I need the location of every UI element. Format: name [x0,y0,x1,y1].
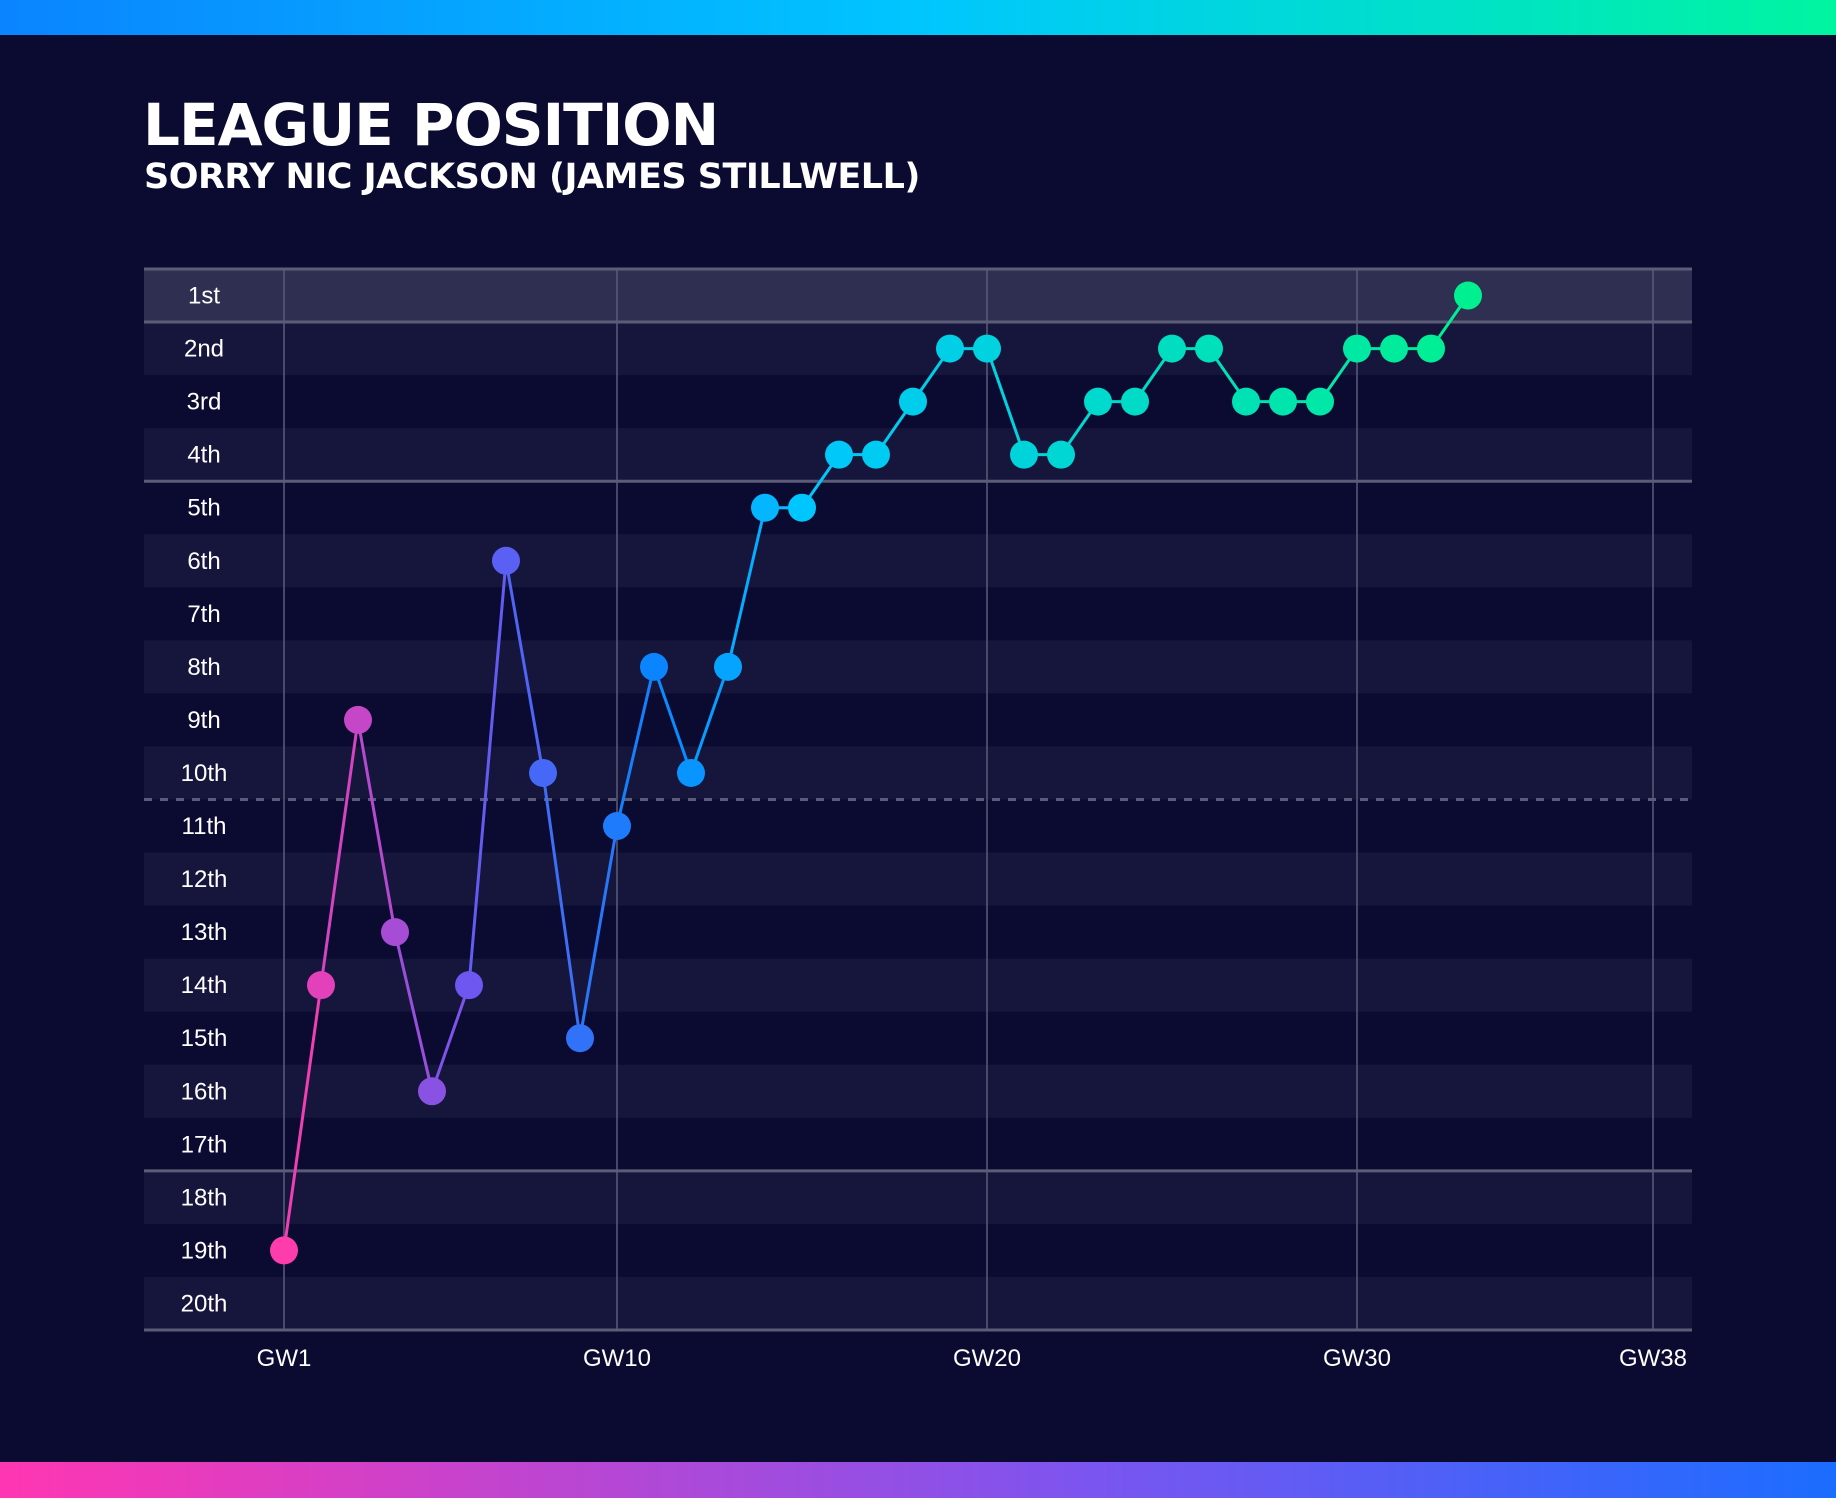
x-tick-label: GW20 [953,1345,1021,1372]
chart-title: LEAGUE POSITION [143,91,719,159]
data-point [1343,334,1371,363]
y-tick-label: 18th [181,1184,228,1211]
y-tick-label: 16th [181,1078,228,1105]
data-point [1306,387,1334,416]
y-tick-label: 20th [181,1290,228,1317]
data-point [566,1024,594,1053]
data-point [862,440,890,469]
data-point [1269,387,1297,416]
data-point [1417,334,1445,363]
line-segment [615,665,656,828]
band-6 [144,534,1692,588]
data-point [973,334,1001,363]
band-18 [144,1170,1692,1224]
band-14 [144,958,1692,1012]
series-points [270,281,1482,1265]
line-segment [282,983,323,1252]
y-tick-label: 11th [182,813,227,840]
line-segment [356,718,397,934]
x-tick-label: GW38 [1619,1345,1687,1372]
line-segment [652,665,693,775]
data-point [899,387,927,416]
x-tick-label: GW1 [257,1345,312,1372]
y-tick-label: 8th [187,654,220,681]
y-tick-label: 7th [187,601,220,628]
y-tick-label: 6th [187,548,220,575]
line-segment [985,347,1026,457]
data-point [1380,334,1408,363]
line-segment [430,983,471,1093]
band-12 [144,852,1692,906]
data-point [825,440,853,469]
y-tick-label: 1st [188,283,220,310]
line-segment [393,930,434,1093]
data-point [640,652,668,681]
data-point [1232,387,1260,416]
y-tick-label: 2nd [184,336,224,363]
chart-subtitle: SORRY NIC JACKSON (JAMES STILLWELL) [144,157,920,197]
data-point [455,971,483,1000]
y-tick-label: 13th [181,919,228,946]
data-point [788,493,816,522]
data-point [492,546,520,575]
band-1 [144,269,1692,323]
y-tick-label: 15th [181,1025,228,1052]
data-point [1047,440,1075,469]
top-gradient-bar [0,0,1836,35]
band-2 [144,322,1692,376]
x-tick-label: GW10 [583,1345,651,1372]
line-segment [726,506,767,669]
data-point [603,812,631,841]
data-point [270,1236,298,1265]
data-point [677,758,705,787]
data-point [529,758,557,787]
x-tick-label: GW30 [1323,1345,1391,1372]
data-point [307,971,335,1000]
y-tick-label: 14th [181,972,228,999]
data-point [381,918,409,947]
zone-lines [144,320,1692,1173]
line-segment [504,559,545,775]
data-point [1121,387,1149,416]
data-point [751,493,779,522]
data-point [714,652,742,681]
band-16 [144,1064,1692,1118]
y-tick-label: 3rd [187,389,222,416]
data-point [1084,387,1112,416]
data-point [1158,334,1186,363]
line-segment [467,559,508,987]
data-point [1010,440,1038,469]
y-tick-label: 5th [187,495,220,522]
y-tick-label: 4th [187,442,220,469]
band-4 [144,428,1692,482]
gridlines [144,267,1692,1332]
band-20 [144,1276,1692,1330]
y-tick-label: 19th [181,1237,228,1264]
y-tick-label: 10th [181,760,228,787]
y-tick-label: 9th [187,707,220,734]
data-point [936,334,964,363]
line-segment [319,718,360,987]
band-10 [144,746,1692,800]
line-segment [541,771,582,1040]
position-bands [144,269,1692,1330]
data-point [1195,334,1223,363]
bottom-gradient-bar [0,1462,1836,1498]
data-point [418,1077,446,1106]
data-point [1454,281,1482,310]
line-segment [578,824,619,1040]
band-8 [144,640,1692,694]
y-tick-label: 17th [181,1131,228,1158]
line-segment [689,665,730,775]
x-axis-labels: GW1 GW10 GW20 GW30 GW38 [257,1345,1687,1372]
data-point [344,705,372,734]
y-tick-label: 12th [181,866,228,893]
y-axis-labels: 1st 2nd 3rd 4th 5th 6th 7th 8th 9th 10th 11th 12th 1… [181,283,228,1318]
